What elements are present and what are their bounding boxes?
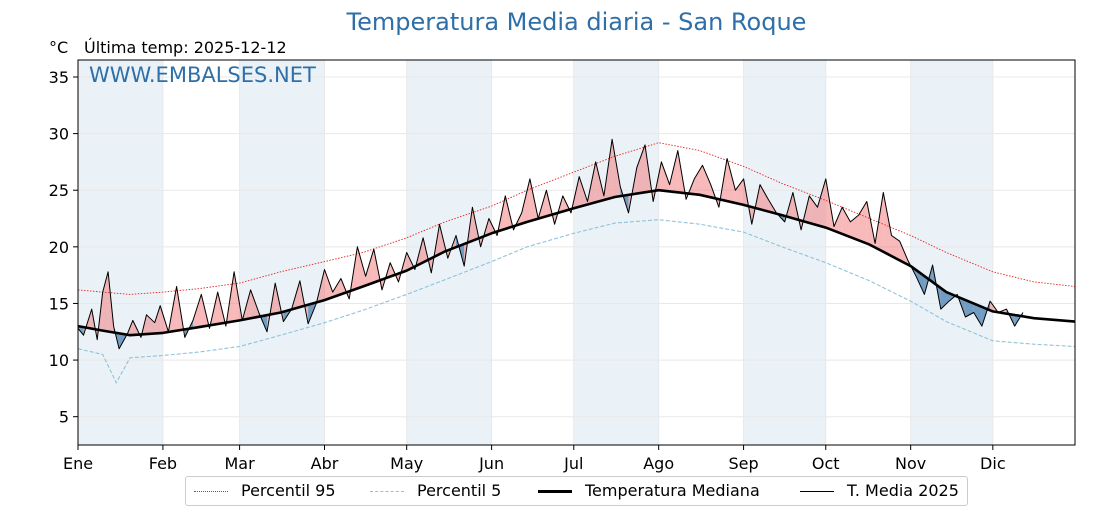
series-line-p5 bbox=[77, 219, 1076, 384]
legend: Percentil 95 Percentil 5 Temperatura Med… bbox=[185, 476, 968, 506]
y-tick-label: 20 bbox=[49, 238, 69, 257]
anomaly-fill bbox=[365, 249, 374, 286]
x-tick-label: Ago bbox=[643, 454, 674, 473]
y-tick-label: 15 bbox=[49, 294, 69, 313]
anomaly-fill bbox=[965, 300, 974, 317]
anomaly-fill bbox=[702, 165, 711, 198]
anomaly-fill bbox=[834, 207, 843, 234]
anomaly-fill bbox=[809, 195, 818, 226]
x-tick-label: Abr bbox=[311, 454, 339, 473]
anomaly-fill bbox=[735, 178, 744, 205]
month-band bbox=[239, 60, 325, 445]
last-temp-label: Última temp: 2025-12-12 bbox=[84, 38, 287, 57]
month-bands bbox=[78, 60, 993, 445]
y-tick-label: 35 bbox=[49, 68, 69, 87]
anomaly-fill bbox=[193, 294, 202, 329]
chart-title: Temperatura Media diaria - San Roque bbox=[346, 8, 807, 36]
x-tick-label: Mar bbox=[225, 454, 256, 473]
legend-swatch-year bbox=[800, 491, 834, 492]
anomaly-fill bbox=[694, 165, 703, 196]
anomaly-fill bbox=[332, 278, 341, 298]
y-unit-label: °C bbox=[49, 38, 69, 57]
y-tick-label: 10 bbox=[49, 351, 69, 370]
x-tick-label: Sep bbox=[729, 454, 759, 473]
legend-label-median: Temperatura Mediana bbox=[585, 481, 760, 500]
anomaly-fill bbox=[727, 158, 736, 203]
x-tick-label: May bbox=[390, 454, 423, 473]
anomaly-fill bbox=[883, 192, 892, 256]
anomaly-fill bbox=[324, 269, 333, 301]
y-tick-label: 25 bbox=[49, 181, 69, 200]
series-line-p95 bbox=[77, 142, 1076, 295]
anomaly-fill bbox=[842, 207, 851, 238]
anomaly-fill bbox=[357, 246, 366, 289]
y-axis-ticks: 5 10 15 20 25 30 35 bbox=[49, 68, 78, 427]
series-line-median bbox=[77, 188, 1076, 337]
x-tick-label: Jun bbox=[478, 454, 504, 473]
watermark-text: WWW.EMBALSES.NET bbox=[89, 63, 316, 87]
plot-frame bbox=[77, 59, 1076, 446]
month-band bbox=[573, 60, 659, 445]
anomaly-fill bbox=[146, 314, 155, 334]
legend-swatch-p95 bbox=[194, 491, 228, 492]
anomaly-fill bbox=[102, 271, 109, 332]
anomaly-fill bbox=[891, 235, 900, 261]
legend-label-p5: Percentil 5 bbox=[417, 481, 502, 500]
anomaly-fill bbox=[661, 161, 670, 192]
x-tick-label: Nov bbox=[895, 454, 926, 473]
anomaly-fill bbox=[850, 215, 859, 241]
anomaly-fill bbox=[760, 184, 769, 212]
anomaly-fill bbox=[154, 305, 161, 334]
anomaly-fill bbox=[113, 326, 120, 349]
anomaly-fill bbox=[817, 178, 826, 228]
anomaly-fill bbox=[973, 303, 982, 327]
month-band bbox=[743, 60, 826, 445]
legend-label-year: T. Media 2025 bbox=[847, 481, 959, 500]
legend-label-p95: Percentil 95 bbox=[241, 481, 336, 500]
x-tick-label: Feb bbox=[149, 454, 177, 473]
legend-swatch-p5 bbox=[370, 491, 404, 492]
x-axis-ticks: Ene Feb Mar Abr May Jun Jul Ago Sep Oct Nov Dic bbox=[63, 445, 1006, 473]
y-tick-label: 5 bbox=[59, 408, 69, 427]
x-tick-label: Oct bbox=[812, 454, 840, 473]
y-tick-label: 30 bbox=[49, 125, 69, 144]
anomaly-fills bbox=[78, 139, 1023, 349]
month-band bbox=[78, 60, 163, 445]
anomaly-fill bbox=[636, 144, 645, 194]
legend-swatch-median bbox=[538, 490, 572, 493]
x-tick-label: Dic bbox=[980, 454, 1006, 473]
x-tick-label: Ene bbox=[63, 454, 93, 473]
month-band bbox=[910, 60, 993, 445]
series-lines bbox=[77, 138, 1076, 384]
x-tick-label: Jul bbox=[563, 454, 583, 473]
